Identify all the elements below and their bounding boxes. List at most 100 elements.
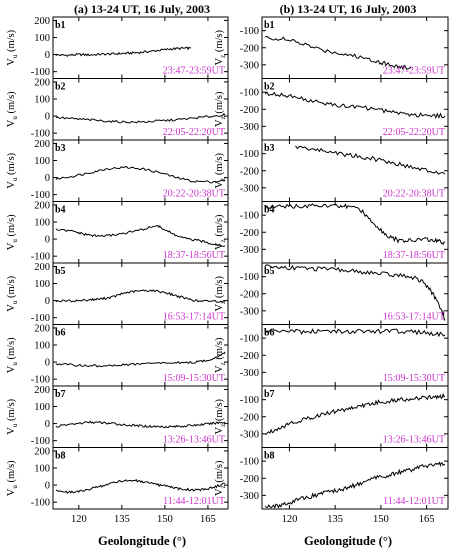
y-tick-label: 100 (34, 464, 50, 475)
time-range-label: 13:26-13:46UT (383, 435, 445, 446)
y-tick-label: -100 (31, 67, 50, 78)
series-line-b5-0 (55, 289, 226, 304)
y-tick-label: -100 (31, 498, 50, 509)
series-line-b7-0 (264, 392, 446, 435)
y-axis-label: Vz (m/s) (214, 399, 227, 435)
y-tick-label: 200 (34, 262, 50, 273)
y-tick-label: -100 (31, 313, 50, 324)
y-tick-label: -100 (240, 395, 259, 406)
series-line-b4-0 (264, 202, 446, 246)
y-tick-label: 0 (45, 50, 50, 61)
y-tick-label: -300 (240, 429, 259, 440)
y-tick-label: -200 (240, 228, 259, 239)
time-range-label: 13:26-13:46UT (163, 435, 225, 446)
panel-left-b5: -100 0 100 200 Vu (m/s) b5 16:53-17:14UT (6, 262, 229, 325)
panels-group: -100 0 100 200 Vu (m/s) b1 23:47-23:59UT -100 0 1… (6, 16, 449, 525)
y-tick-label: -100 (240, 88, 259, 99)
y-axis-label: Vz (m/s) (214, 30, 227, 66)
y-tick-label: 200 (34, 16, 50, 27)
time-range-label: 16:53-17:14UT (383, 312, 445, 323)
panel-right-b2: -100 -200 -300 Vz (m/s) b2 22:05-22:20UT (214, 78, 449, 141)
y-axis-label: Vz (m/s) (214, 153, 227, 189)
panel-id-label: b5 (55, 266, 66, 277)
left-column-title: (a) 13-24 UT, 16 July, 2003 (74, 2, 210, 16)
y-tick-label: 0 (45, 173, 50, 184)
time-range-label: 11:44-12:01UT (383, 496, 445, 507)
series-line-b3-0 (295, 145, 446, 175)
y-tick-label: 100 (34, 279, 50, 290)
panel-id-label: b2 (264, 82, 275, 93)
panel-left-b7: -100 0 100 200 Vu (m/s) b7 13:26-13:46UT (6, 385, 229, 448)
time-range-label: 15:09-15:30UT (383, 373, 445, 384)
panel-left-b4: -100 0 100 200 Vu (m/s) b4 18:37-18:56UT (6, 200, 229, 264)
panel-left-b6: -100 0 100 200 Vu (m/s) b6 15:09-15:30UT (6, 323, 229, 387)
right-x-axis-label: Geolongitude (°) (304, 534, 392, 548)
panel-id-label: b3 (264, 143, 275, 154)
y-tick-label: -300 (240, 122, 259, 133)
left-x-axis-label: Geolongitude (°) (98, 534, 186, 548)
panel-id-label: b8 (55, 451, 66, 462)
panel-id-label: b5 (264, 266, 275, 277)
series-line-b6-0 (264, 328, 446, 338)
y-tick-label: -300 (240, 245, 259, 256)
y-axis-label: Vz (m/s) (214, 91, 227, 127)
x-tick-label: 150 (373, 514, 389, 525)
y-axis-label: Vu (m/s) (6, 214, 19, 250)
panel-id-label: b1 (264, 20, 275, 31)
y-tick-label: 200 (34, 200, 50, 211)
time-range-label: 11:44-12:01UT (163, 496, 225, 507)
y-tick-label: 0 (45, 235, 50, 246)
y-tick-label: -300 (240, 60, 259, 71)
x-tick-label: 150 (157, 514, 173, 525)
series-line-b2-0 (264, 91, 446, 120)
y-tick-label: 0 (45, 296, 50, 307)
series-line-b4-0 (55, 224, 226, 247)
y-axis-label: Vz (m/s) (214, 214, 227, 250)
time-range-label: 18:37-18:56UT (383, 250, 445, 261)
y-tick-label: 100 (34, 341, 50, 352)
y-tick-label: 100 (34, 402, 50, 413)
series-line-b1-0 (264, 35, 412, 71)
time-range-label: 23:47-23:59UT (383, 66, 445, 77)
panel-left-b2: -100 0 100 200 Vu (m/s) b2 22:05-22:20UT (6, 77, 229, 141)
y-tick-label: 0 (45, 419, 50, 430)
y-axis-label: Vu (m/s) (6, 152, 19, 188)
panel-id-label: b4 (55, 205, 66, 216)
panel-right-b1: -100 -200 -300 Vz (m/s) b1 23:47-23:59UT (214, 16, 449, 79)
y-axis-label: Vu (m/s) (6, 29, 19, 65)
panel-right-b4: -100 -200 -300 Vz (m/s) b4 18:37-18:56UT (214, 201, 449, 264)
y-tick-label: -100 (31, 252, 50, 263)
time-range-label: 22:05-22:20UT (383, 127, 445, 138)
y-tick-label: 200 (34, 446, 50, 457)
series-line-b2-0 (55, 113, 226, 124)
series-line-b5-0 (264, 264, 446, 321)
panel-right-b5: -100 -200 -300 Vz (m/s) b5 16:53-17:14UT (214, 262, 449, 325)
y-tick-label: 200 (34, 77, 50, 88)
y-axis-label: Vu (m/s) (6, 460, 19, 496)
panel-id-label: b6 (55, 328, 66, 339)
panel-frame (52, 447, 229, 510)
y-axis-label: Vu (m/s) (6, 398, 19, 434)
y-tick-label: -100 (240, 457, 259, 468)
x-tick-label: 165 (419, 514, 435, 525)
x-tick-label: 135 (114, 514, 130, 525)
y-tick-label: 100 (34, 156, 50, 167)
x-tick-label: 120 (282, 514, 298, 525)
panel-right-b3: -100 -200 -300 Vz (m/s) b3 20:22-20:38UT (214, 139, 449, 202)
panel-right-b8: -100 -200 -300 Vz (m/s) b8 11:44-12:01UT 120 13… (214, 447, 449, 525)
series-line-b6-0 (55, 351, 226, 368)
panel-id-label: b7 (55, 389, 66, 400)
panel-right-b7: -100 -200 -300 Vz (m/s) b7 13:26-13:46UT (214, 385, 449, 448)
y-axis-label: Vz (m/s) (214, 460, 227, 496)
time-range-label: 16:53-17:14UT (163, 312, 225, 323)
y-tick-label: 100 (34, 95, 50, 106)
y-tick-label: -100 (31, 190, 50, 201)
series-line-b8-0 (264, 461, 446, 509)
y-tick-label: 200 (34, 385, 50, 396)
panel-id-label: b6 (264, 328, 275, 339)
time-range-label: 15:09-15:30UT (163, 373, 225, 384)
time-range-label: 23:47-23:59UT (163, 66, 225, 77)
panel-right-b6: -100 -200 -300 Vz (m/s) b6 15:09-15:30UT (214, 324, 449, 387)
y-tick-label: -100 (31, 375, 50, 386)
